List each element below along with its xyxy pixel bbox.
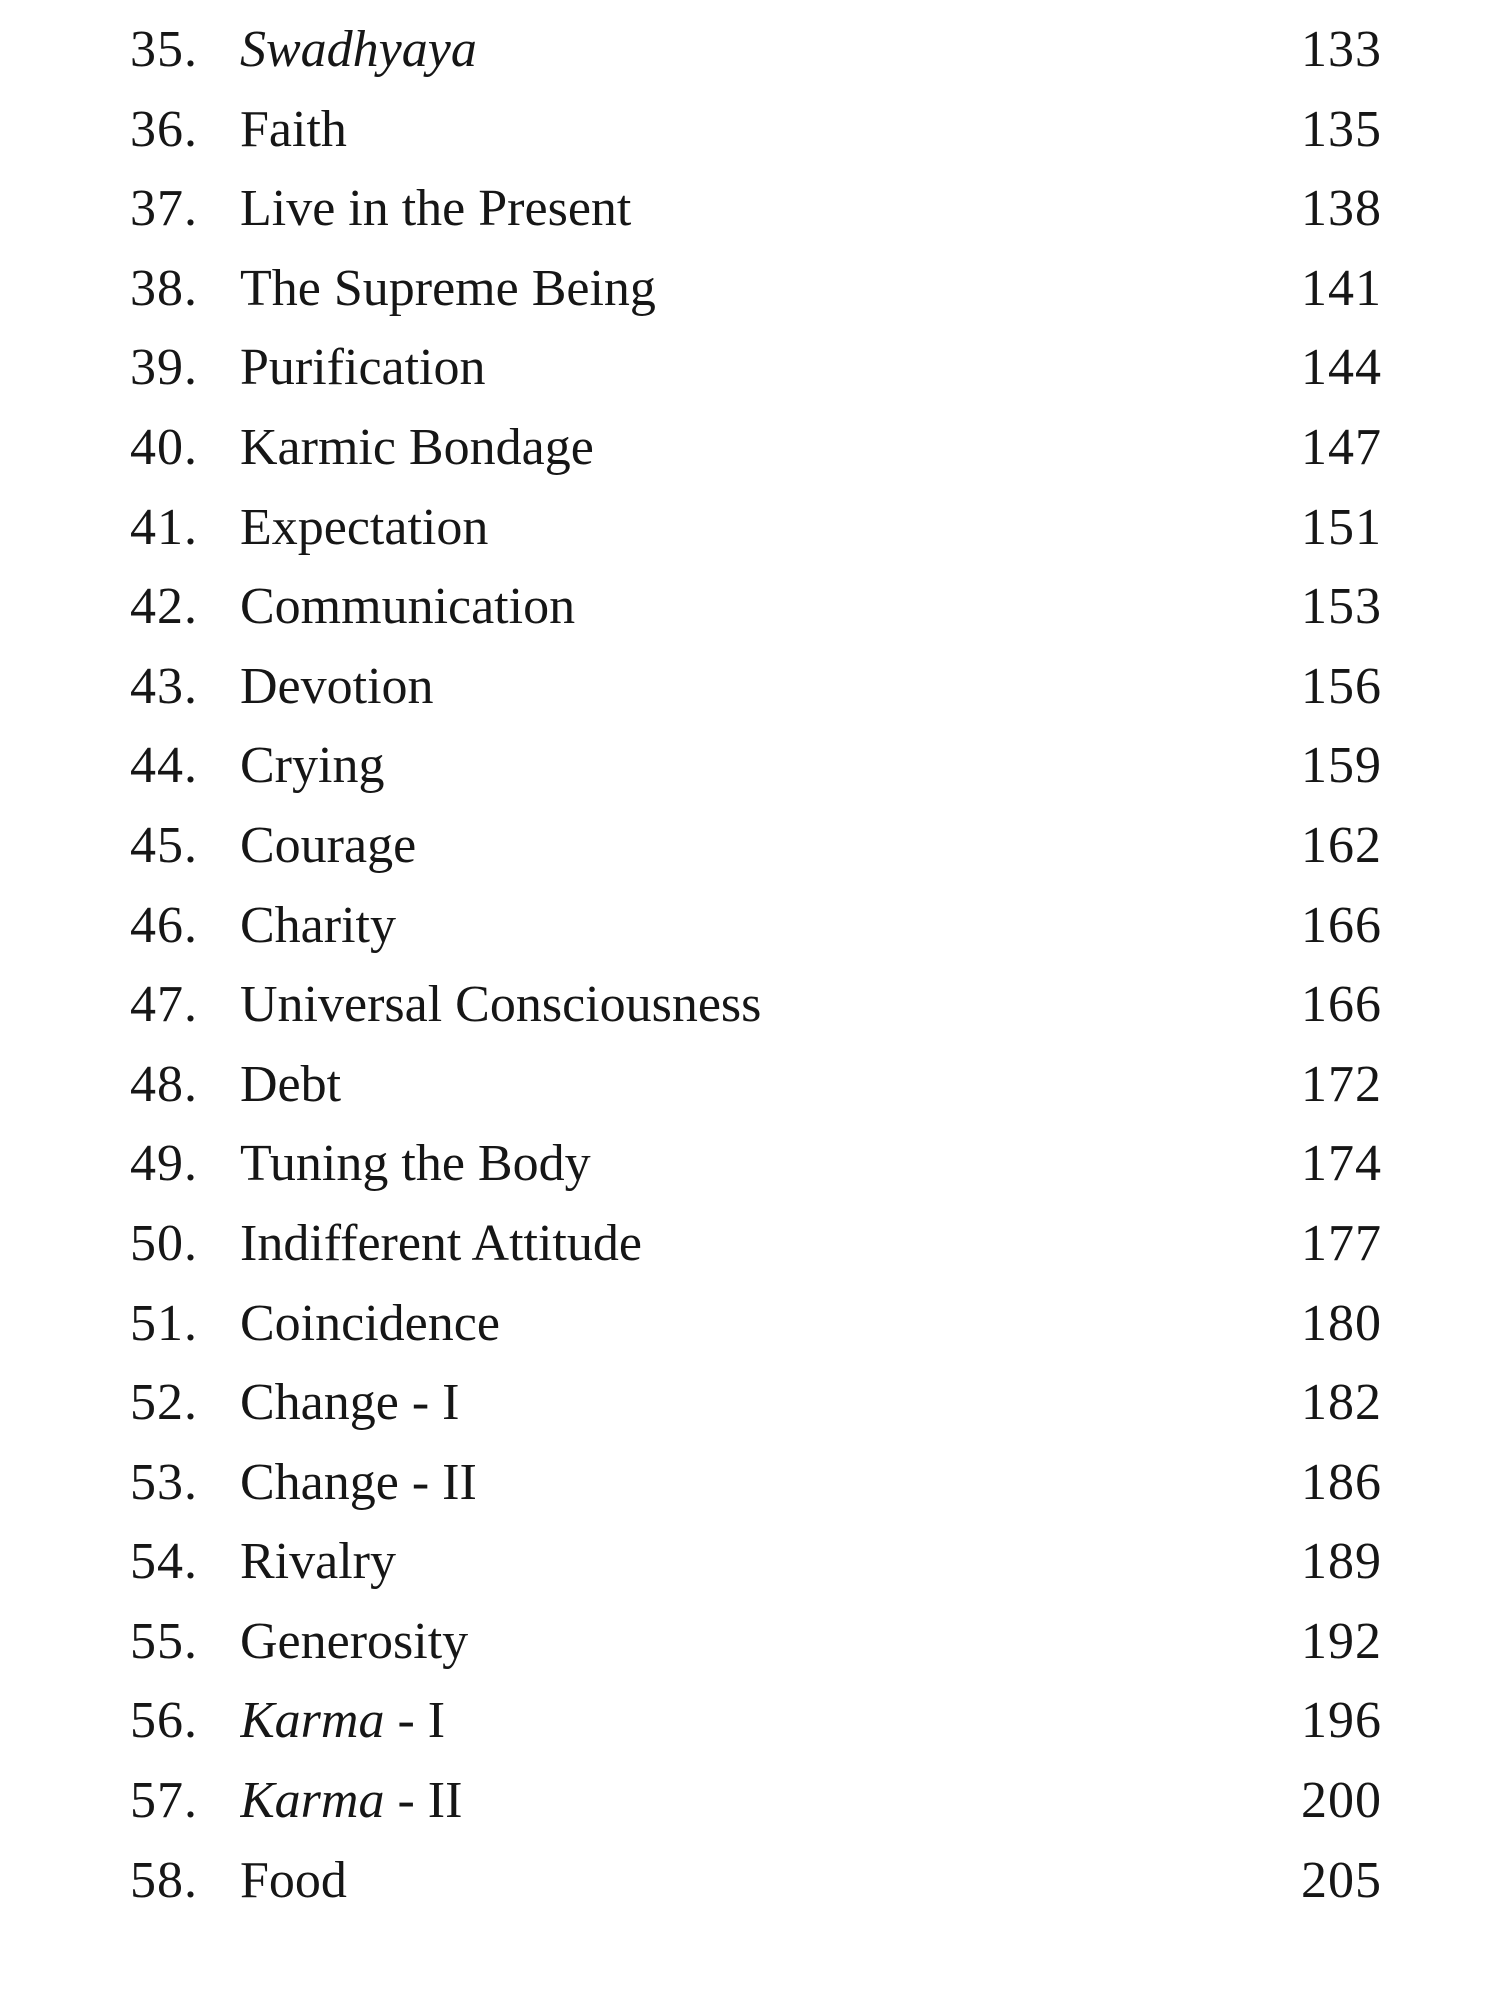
toc-entry-title: Debt (240, 1056, 342, 1113)
toc-entry-title: Courage (240, 817, 417, 874)
toc-entry-title: Rivalry (240, 1534, 396, 1591)
toc-entry-page: 159 (1301, 737, 1382, 795)
toc-row: 47. Universal Consciousness 166 (130, 976, 1382, 1057)
toc-entry-page: 200 (1301, 1772, 1382, 1830)
toc-entry-number: 55. (130, 1612, 198, 1670)
toc-entry-title: Karma - II (240, 1773, 463, 1830)
toc-entry-number: 41. (130, 498, 198, 556)
toc-entry-title: Purification (240, 340, 486, 397)
toc-entry-page: 147 (1301, 418, 1382, 476)
toc-entry-number: 52. (130, 1374, 198, 1432)
toc-row: 57. Karma - II 200 (130, 1772, 1382, 1853)
toc-entry-title: Change - I (240, 1375, 460, 1432)
toc-row: 43. Devotion 156 (130, 657, 1382, 739)
toc-entry-page: 177 (1301, 1214, 1382, 1272)
toc-row: 54. Rivalry 189 (130, 1534, 1382, 1614)
toc-entry-page: 162 (1301, 816, 1382, 874)
toc-entry-page: 180 (1301, 1294, 1382, 1352)
toc-entry-page: 135 (1301, 100, 1382, 158)
toc-entry-page: 196 (1301, 1692, 1382, 1750)
toc-entry-title: Crying (240, 738, 385, 795)
toc-row: 55. Generosity 192 (130, 1612, 1382, 1694)
toc-entry-title: Devotion (240, 658, 434, 715)
toc-row: 39. Purification 144 (130, 340, 1382, 420)
toc-entry-number: 50. (130, 1214, 198, 1272)
toc-entry-page: 189 (1301, 1533, 1382, 1591)
toc-entry-page: 186 (1301, 1453, 1382, 1511)
toc-entry-page: 156 (1301, 657, 1382, 715)
toc-entry-title: Food (240, 1852, 347, 1909)
toc-row: 52. Change - I 182 (130, 1374, 1382, 1455)
toc-row: 50. Indifferent Attitude 177 (130, 1214, 1382, 1296)
toc-entry-title: Karma - I (240, 1693, 446, 1750)
toc-entry-page: 182 (1301, 1374, 1382, 1432)
toc-entry-title: Karmic Bondage (240, 419, 594, 476)
toc-entry-title: Change - II (240, 1454, 477, 1511)
toc-row: 44. Crying 159 (130, 738, 1382, 818)
toc-entry-page: 166 (1301, 976, 1382, 1034)
toc-entry-title: Communication (240, 579, 576, 636)
toc-entry-number: 44. (130, 737, 198, 795)
toc-entry-number: 43. (130, 657, 198, 715)
toc-entry-title: Faith (240, 101, 347, 158)
toc-row: 38. The Supreme Being 141 (130, 259, 1382, 341)
toc-row: 37. Live in the Present 138 (130, 181, 1382, 261)
toc-row: 51. Coincidence 180 (130, 1294, 1382, 1376)
toc-entry-title: Generosity (240, 1613, 469, 1670)
toc-row: 56. Karma - I 196 (130, 1693, 1382, 1773)
toc-row: 45. Courage 162 (130, 816, 1382, 898)
toc-entry-number: 40. (130, 418, 198, 476)
toc-entry-page: 174 (1301, 1135, 1382, 1193)
toc-entry-number: 47. (130, 976, 198, 1034)
toc-entry-page: 166 (1301, 896, 1382, 954)
toc-entry-number: 58. (130, 1851, 198, 1909)
toc-entry-number: 37. (130, 180, 198, 238)
toc-entry-page: 138 (1301, 180, 1382, 238)
toc-entry-page: 141 (1301, 259, 1382, 317)
toc-entry-title: Swadhyaya (240, 22, 477, 78)
toc-row: 48. Debt 172 (130, 1055, 1382, 1137)
toc-row: 49. Tuning the Body 174 (130, 1136, 1382, 1216)
toc-entry-page: 192 (1301, 1612, 1382, 1670)
toc-entry-number: 39. (130, 339, 198, 397)
toc-entry-title: Universal Consciousness (240, 977, 762, 1034)
toc-entry-title: Indifferent Attitude (240, 1215, 642, 1272)
toc-entry-page: 153 (1301, 578, 1382, 636)
toc-row: 36. Faith 135 (130, 100, 1382, 182)
toc-entry-title: Expectation (240, 499, 489, 556)
toc-entry-page: 144 (1301, 339, 1382, 397)
toc-row: 46. Charity 166 (130, 896, 1382, 978)
toc-entry-number: 36. (130, 100, 198, 158)
toc-entry-number: 53. (130, 1453, 198, 1511)
toc-row: 53. Change - II 186 (130, 1453, 1382, 1535)
toc-entry-number: 48. (130, 1055, 198, 1113)
toc-entry-number: 49. (130, 1135, 198, 1193)
toc-entry-page: 133 (1301, 21, 1382, 78)
toc-entry-number: 46. (130, 896, 198, 954)
toc-entry-number: 45. (130, 816, 198, 874)
toc-entry-number: 38. (130, 259, 198, 317)
toc-row: 40. Karmic Bondage 147 (130, 418, 1382, 500)
table-of-contents: 35. Swadhyaya 133 36. Faith 135 37. Live… (130, 21, 1382, 1933)
toc-entry-number: 42. (130, 578, 198, 636)
toc-row: 58. Food 205 (130, 1851, 1382, 1933)
toc-row: 42. Communication 153 (130, 578, 1382, 659)
toc-entry-number: 56. (130, 1692, 198, 1750)
toc-entry-page: 172 (1301, 1055, 1382, 1113)
toc-entry-number: 54. (130, 1533, 198, 1591)
toc-entry-number: 57. (130, 1772, 198, 1830)
toc-entry-page: 151 (1301, 498, 1382, 556)
toc-entry-title: Tuning the Body (240, 1136, 591, 1193)
toc-entry-page: 205 (1301, 1851, 1382, 1909)
toc-row: 41. Expectation 151 (130, 498, 1382, 580)
toc-entry-number: 35. (130, 21, 198, 78)
toc-entry-title: Live in the Present (240, 181, 632, 238)
toc-row: 35. Swadhyaya 133 (130, 21, 1382, 102)
toc-entry-title: Coincidence (240, 1295, 500, 1352)
toc-entry-title: Charity (240, 897, 396, 954)
toc-entry-number: 51. (130, 1294, 198, 1352)
toc-entry-title: The Supreme Being (240, 260, 656, 317)
